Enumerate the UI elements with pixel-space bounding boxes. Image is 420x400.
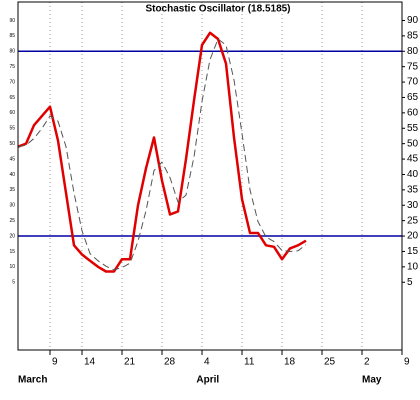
- month-label: May: [362, 375, 382, 386]
- y-tick-label: 90: [407, 15, 419, 26]
- y-tick-label-left: 90: [9, 18, 15, 24]
- y-tick-label: 35: [407, 184, 419, 195]
- x-tick-label: 9: [52, 357, 58, 368]
- y-tick-label-left: 10: [9, 264, 15, 270]
- y-tick-label: 10: [407, 261, 419, 272]
- y-tick-label: 80: [407, 46, 419, 57]
- x-tick-label: 4: [204, 357, 210, 368]
- y-tick-label: 15: [407, 246, 419, 257]
- y-tick-label-left: 70: [9, 79, 15, 85]
- y-tick-label-left: 35: [9, 187, 15, 193]
- month-label: March: [18, 375, 47, 386]
- y-tick-label: 65: [407, 92, 419, 103]
- x-tick-label: 11: [244, 357, 255, 368]
- plot-frame: [17, 1, 403, 351]
- y-tick-label-left: 45: [9, 156, 15, 162]
- y-tick-label-left: 50: [9, 141, 15, 147]
- x-tick-label: 9: [404, 357, 410, 368]
- y-tick-label-left: 80: [9, 49, 15, 55]
- x-tick-label: 18: [284, 357, 296, 368]
- x-tick-label: 28: [164, 357, 176, 368]
- y-tick-label: 40: [407, 169, 419, 180]
- y-tick-label: 45: [407, 154, 419, 165]
- y-tick-label: 60: [407, 108, 419, 119]
- y-tick-label: 30: [407, 200, 419, 211]
- y-tick-label: 70: [407, 77, 419, 88]
- x-tick-label: 2: [364, 357, 370, 368]
- y-tick-label-left: 40: [9, 172, 15, 178]
- y-tick-label: 20: [407, 231, 419, 242]
- series-line: [17, 38, 307, 271]
- series-line: [17, 31, 307, 273]
- y-tick-label-left: 55: [9, 126, 15, 132]
- x-tick-label: 21: [124, 357, 136, 368]
- y-tick-label: 50: [407, 138, 419, 149]
- y-tick-label: 5: [407, 277, 413, 288]
- x-tick-label: 25: [324, 357, 336, 368]
- y-tick-label: 75: [407, 61, 419, 72]
- y-tick-label: 55: [407, 123, 419, 134]
- y-tick-label-left: 75: [9, 64, 15, 70]
- y-tick-label-left: 85: [9, 33, 15, 39]
- y-tick-label-left: 25: [9, 218, 15, 224]
- y-tick-label: 25: [407, 215, 419, 226]
- month-label: April: [196, 375, 219, 386]
- y-tick-label-left: 15: [9, 249, 15, 255]
- y-tick-label-left: 65: [9, 95, 15, 101]
- y-tick-label: 85: [407, 31, 419, 42]
- x-tick-label: 14: [84, 357, 96, 368]
- y-tick-label-left: 60: [9, 110, 15, 116]
- y-tick-label-left: 20: [9, 233, 15, 239]
- y-tick-label-left: 5: [12, 280, 15, 286]
- y-tick-label-left: 30: [9, 203, 15, 209]
- chart-title: Stochastic Oscillator (18.5185): [145, 4, 290, 15]
